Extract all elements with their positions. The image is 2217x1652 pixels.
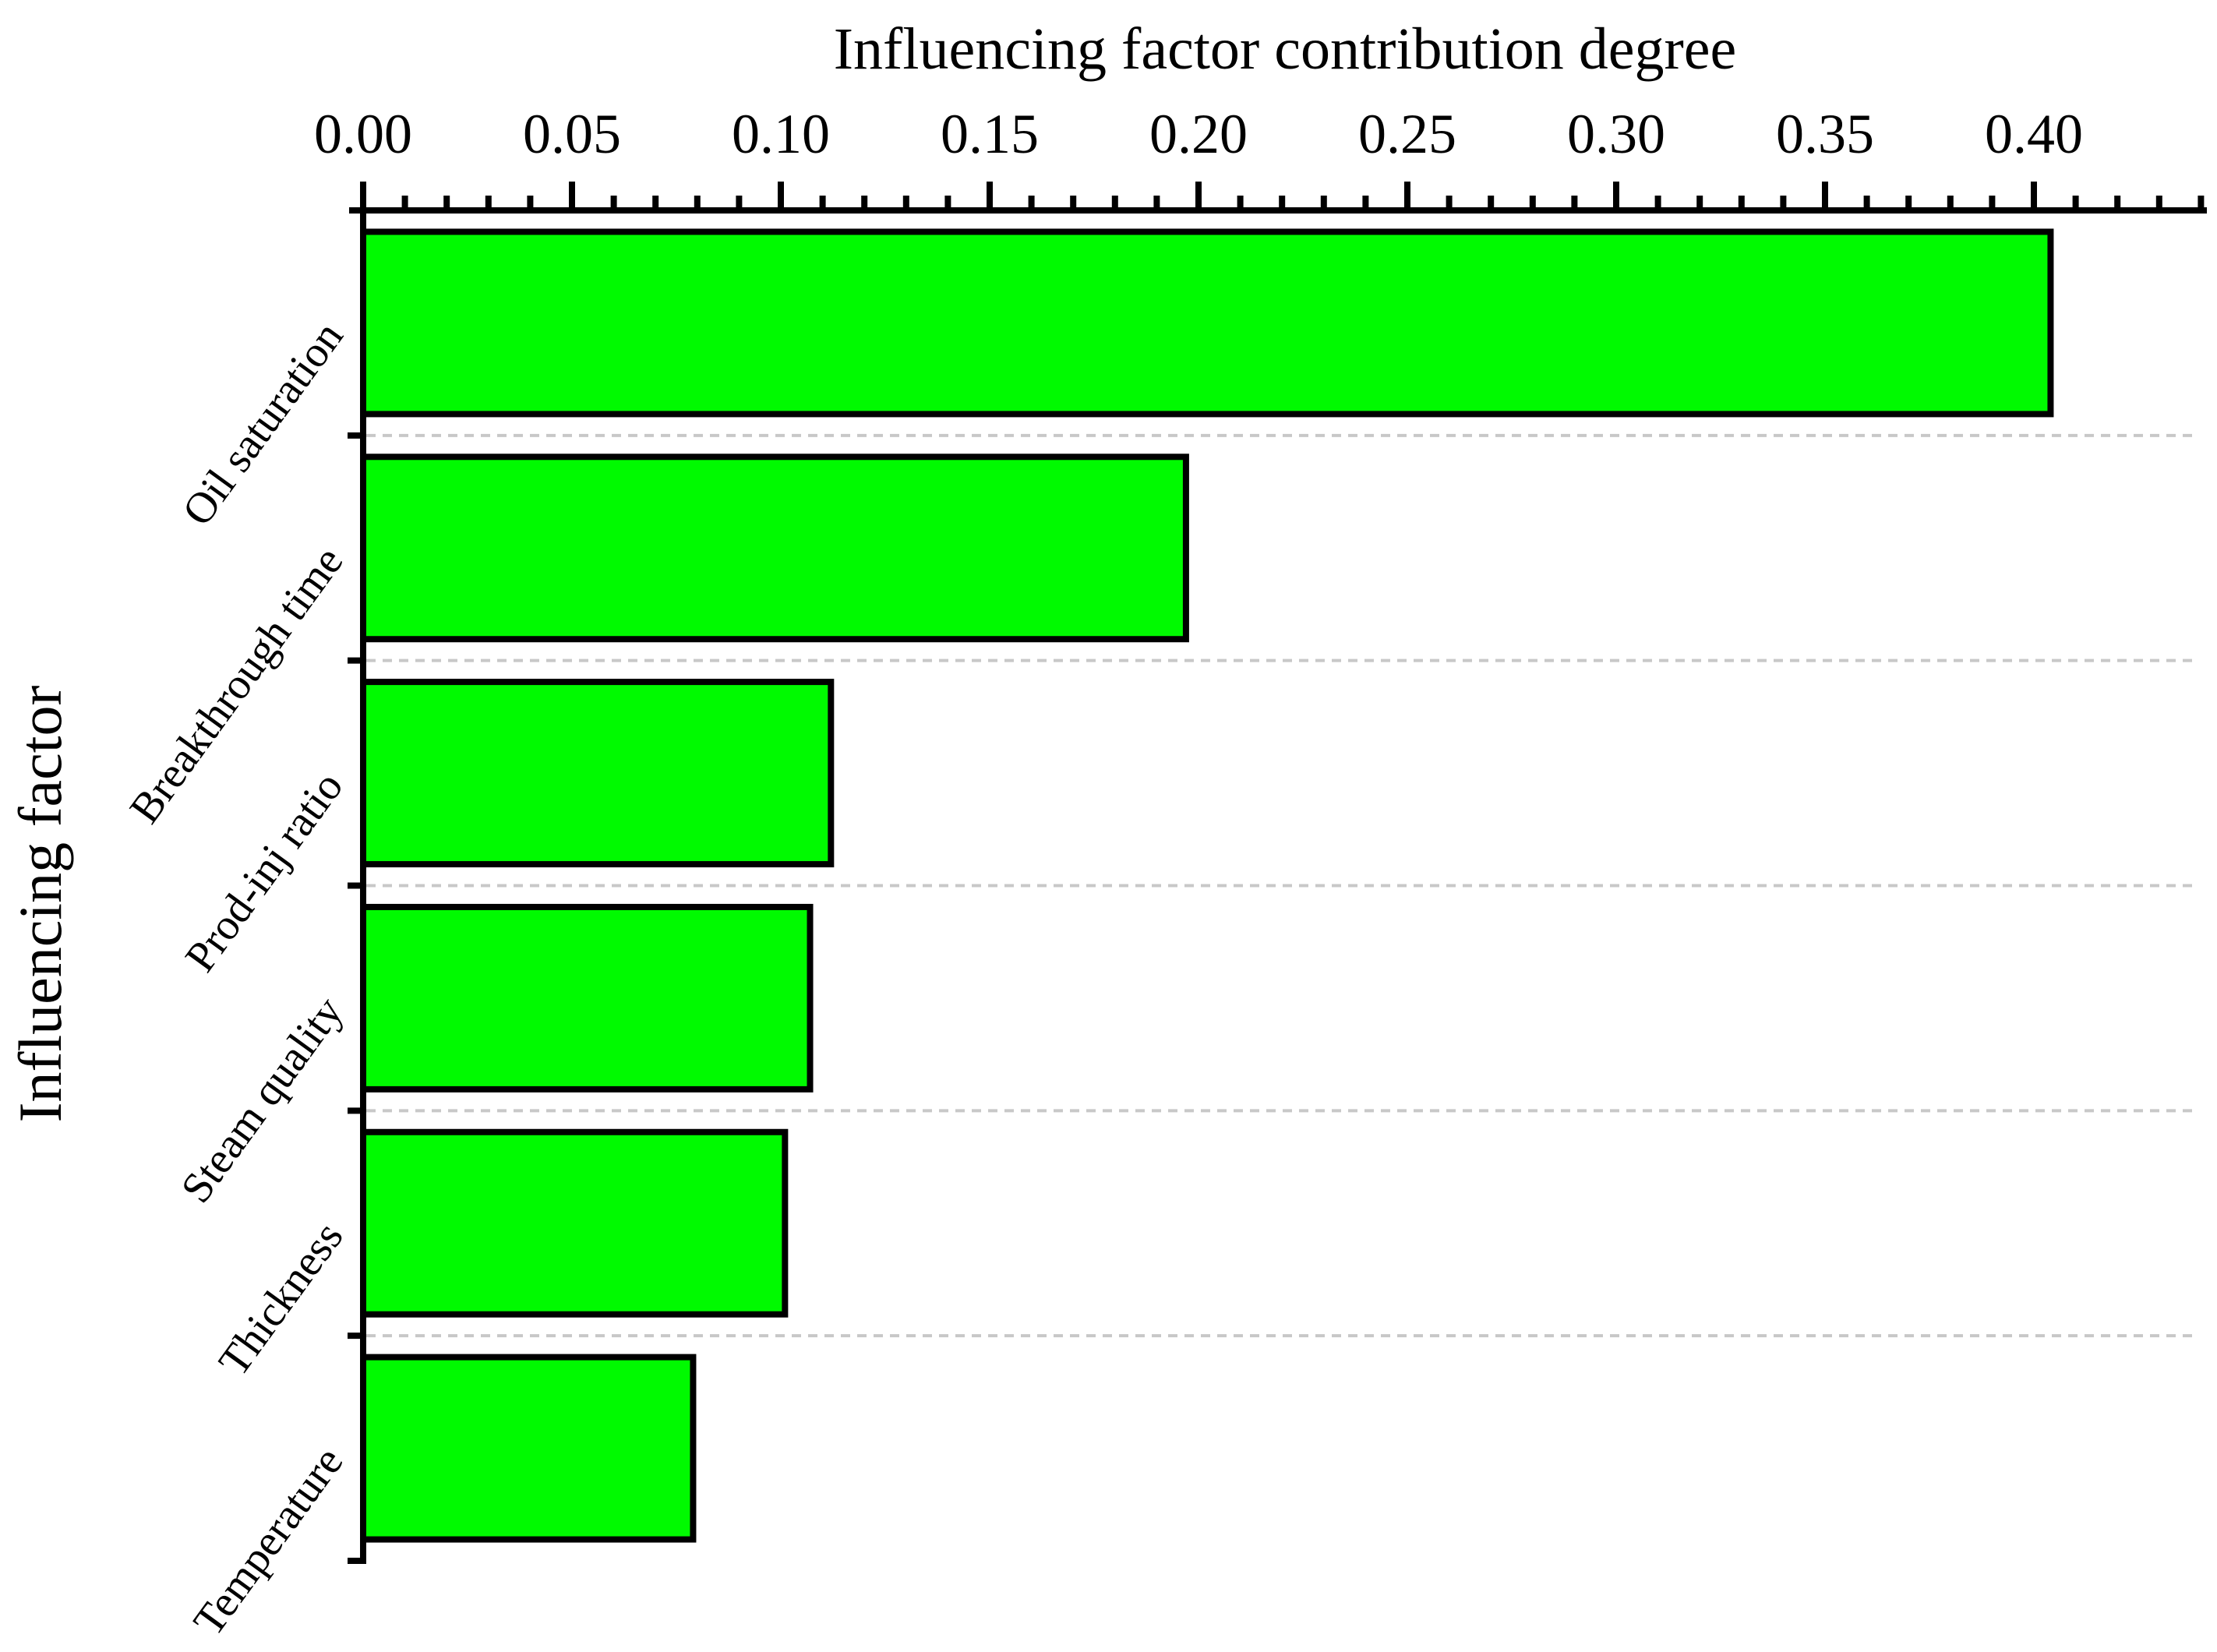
bar [360,454,1189,643]
category-label: Oil saturation [173,313,352,535]
x-tick-label: 0.15 [941,103,1039,165]
x-tick-label: 0.05 [523,103,621,165]
x-tick-label: 0.10 [732,103,830,165]
x-tick-label: 0.35 [1776,103,1874,165]
bar [360,679,835,868]
bar [360,903,814,1093]
x-tick-label: 0.30 [1567,103,1665,165]
bar [360,1354,697,1543]
category-tick-layer [348,432,363,1564]
x-tick-label: 0.40 [1985,103,2083,165]
bar [360,1128,789,1318]
category-label: Thickness [210,1213,353,1385]
chart-title: Influencing factor contribution degree [834,16,1737,82]
category-label: Steam quality [171,988,352,1212]
y-axis-label: Influencing factor [6,686,74,1123]
x-tick-label: 0.20 [1149,103,1248,165]
x-tick-layer [360,182,2205,210]
bar-layer [360,228,2054,1543]
gridline-layer [366,433,2198,1338]
category-label: Prod-inj ratio [176,763,353,980]
x-tick-label-layer: 0.00 0.05 0.10 0.15 0.20 0.25 0.30 0.35 0.40 [314,103,2083,165]
bar [360,228,2054,418]
x-tick-label: 0.00 [314,103,412,165]
category-label: Temperature [185,1438,353,1645]
x-tick-label: 0.25 [1358,103,1456,165]
